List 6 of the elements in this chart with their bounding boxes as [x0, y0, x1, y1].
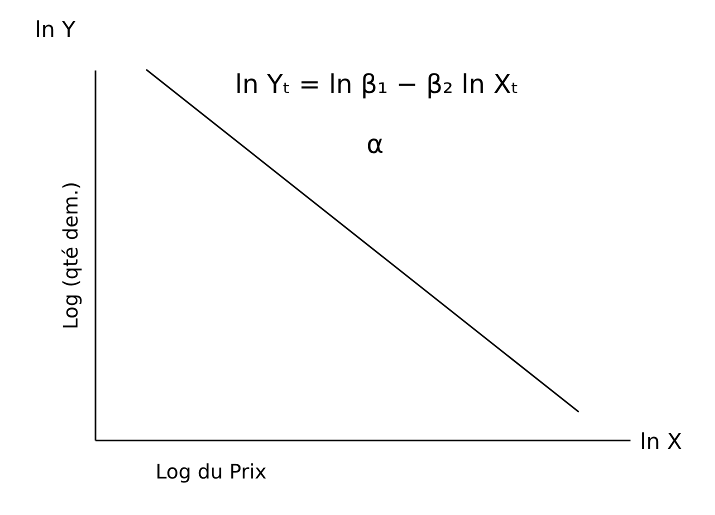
x-axis-title: Log du Prix — [156, 460, 267, 484]
y-axis-title: Log (qté dem.) — [58, 182, 82, 330]
annotation: ln Yₜ = ln β₁ − β₂ ln Xₜ — [235, 70, 519, 100]
text: ln Y — [35, 18, 76, 43]
annotation: α — [366, 130, 384, 160]
text: ln X — [640, 430, 682, 455]
